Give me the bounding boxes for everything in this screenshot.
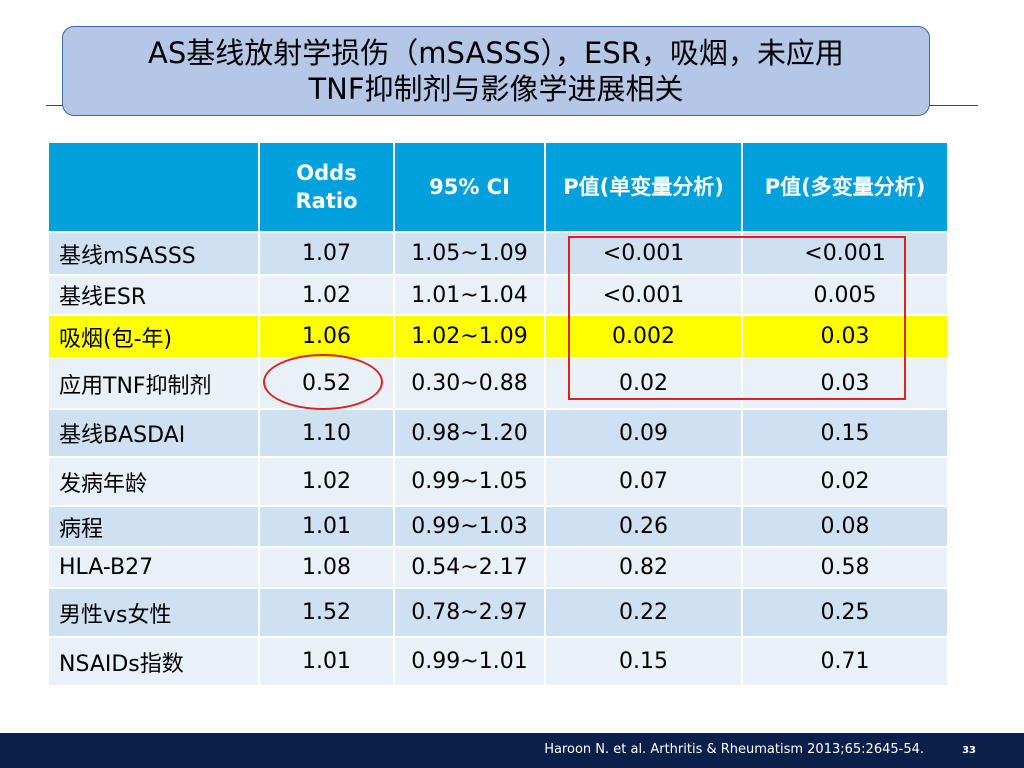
cell-p-univariate: <0.001: [544, 231, 743, 276]
cell-variable: 病程: [47, 505, 260, 548]
cell-p-multivariate: 0.03: [741, 357, 949, 410]
table-header-row: Odds Ratio 95% CI P值(单变量分析) P值(多变量分析): [47, 141, 949, 233]
header-odds-ratio: Odds Ratio: [258, 141, 395, 233]
cell-ci: 1.01~1.04: [393, 274, 546, 316]
cell-ci: 0.98~1.20: [393, 408, 546, 458]
table-row: 基线mSASSS 1.07 1.05~1.09 <0.001 <0.001: [47, 231, 949, 276]
cell-p-multivariate: 0.15: [741, 408, 949, 458]
cell-p-univariate: 0.26: [544, 505, 743, 548]
odds-ratio-highlight-circle: [263, 354, 383, 410]
footer-bar: Haroon N. et al. Arthritis & Rheumatism …: [0, 733, 1024, 768]
cell-odds-ratio: 1.52: [258, 587, 395, 638]
cell-variable: 基线BASDAI: [47, 408, 260, 458]
cell-p-multivariate: 0.005: [741, 274, 949, 316]
cell-odds-ratio: 1.02: [258, 456, 395, 507]
cell-p-univariate: 0.15: [544, 636, 743, 687]
cell-variable: HLA-B27: [47, 546, 260, 589]
table-row: 基线ESR 1.02 1.01~1.04 <0.001 0.005: [47, 274, 949, 316]
cell-odds-ratio: 1.10: [258, 408, 395, 458]
cell-variable: 发病年龄: [47, 456, 260, 507]
cell-variable: 基线ESR: [47, 274, 260, 316]
cell-odds-ratio: 1.07: [258, 231, 395, 276]
citation: Haroon N. et al. Arthritis & Rheumatism …: [544, 742, 924, 757]
cell-ci: 0.99~1.05: [393, 456, 546, 507]
table-row: 基线BASDAI 1.10 0.98~1.20 0.09 0.15: [47, 408, 949, 458]
cell-p-univariate: 0.002: [544, 314, 743, 359]
table-row: 病程 1.01 0.99~1.03 0.26 0.08: [47, 505, 949, 548]
cell-p-multivariate: 0.08: [741, 505, 949, 548]
cell-p-univariate: <0.001: [544, 274, 743, 316]
header-p-univariate: P值(单变量分析): [544, 141, 743, 233]
cell-odds-ratio: 1.01: [258, 505, 395, 548]
cell-p-multivariate: 0.25: [741, 587, 949, 638]
cell-odds-ratio: 1.02: [258, 274, 395, 316]
cell-p-univariate: 0.09: [544, 408, 743, 458]
cell-p-multivariate: 0.02: [741, 456, 949, 507]
table-row: 发病年龄 1.02 0.99~1.05 0.07 0.02: [47, 456, 949, 507]
cell-ci: 0.99~1.01: [393, 636, 546, 687]
table-row: 吸烟(包-年) 1.06 1.02~1.09 0.002 0.03: [47, 314, 949, 359]
cell-ci: 0.78~2.97: [393, 587, 546, 638]
cell-variable: 吸烟(包-年): [47, 314, 260, 359]
cell-ci: 0.99~1.03: [393, 505, 546, 548]
p-value-highlight-box: [568, 236, 906, 400]
cell-ci: 0.54~2.17: [393, 546, 546, 589]
table-row: HLA-B27 1.08 0.54~2.17 0.82 0.58: [47, 546, 949, 589]
page-number: 33: [962, 745, 976, 756]
cell-variable: 基线mSASSS: [47, 231, 260, 276]
slide-title: AS基线放射学损伤（mSASSS），ESR，吸烟，未应用 TNF抑制剂与影像学进…: [62, 26, 930, 116]
cell-ci: 1.05~1.09: [393, 231, 546, 276]
cell-variable: 应用TNF抑制剂: [47, 357, 260, 410]
header-p-multivariate: P值(多变量分析): [741, 141, 949, 233]
cell-p-univariate: 0.02: [544, 357, 743, 410]
cell-p-multivariate: 0.71: [741, 636, 949, 687]
cell-p-multivariate: 0.58: [741, 546, 949, 589]
cell-odds-ratio: 1.08: [258, 546, 395, 589]
cell-p-multivariate: <0.001: [741, 231, 949, 276]
cell-p-univariate: 0.07: [544, 456, 743, 507]
cell-p-univariate: 0.22: [544, 587, 743, 638]
table-row: NSAIDs指数 1.01 0.99~1.01 0.15 0.71: [47, 636, 949, 687]
slide-title-line-2: TNF抑制剂与影像学进展相关: [308, 72, 684, 106]
cell-p-univariate: 0.82: [544, 546, 743, 589]
cell-odds-ratio: 1.06: [258, 314, 395, 359]
slide-title-line-1: AS基线放射学损伤（mSASSS），ESR，吸烟，未应用: [148, 36, 844, 70]
cell-ci: 0.30~0.88: [393, 357, 546, 410]
cell-odds-ratio: 1.01: [258, 636, 395, 687]
header-ci: 95% CI: [393, 141, 546, 233]
header-variable: [47, 141, 260, 233]
cell-variable: 男性vs女性: [47, 587, 260, 638]
odds-ratio-table: Odds Ratio 95% CI P值(单变量分析) P值(多变量分析) 基线…: [47, 141, 949, 687]
cell-p-multivariate: 0.03: [741, 314, 949, 359]
cell-variable: NSAIDs指数: [47, 636, 260, 687]
table-row: 男性vs女性 1.52 0.78~2.97 0.22 0.25: [47, 587, 949, 638]
cell-ci: 1.02~1.09: [393, 314, 546, 359]
